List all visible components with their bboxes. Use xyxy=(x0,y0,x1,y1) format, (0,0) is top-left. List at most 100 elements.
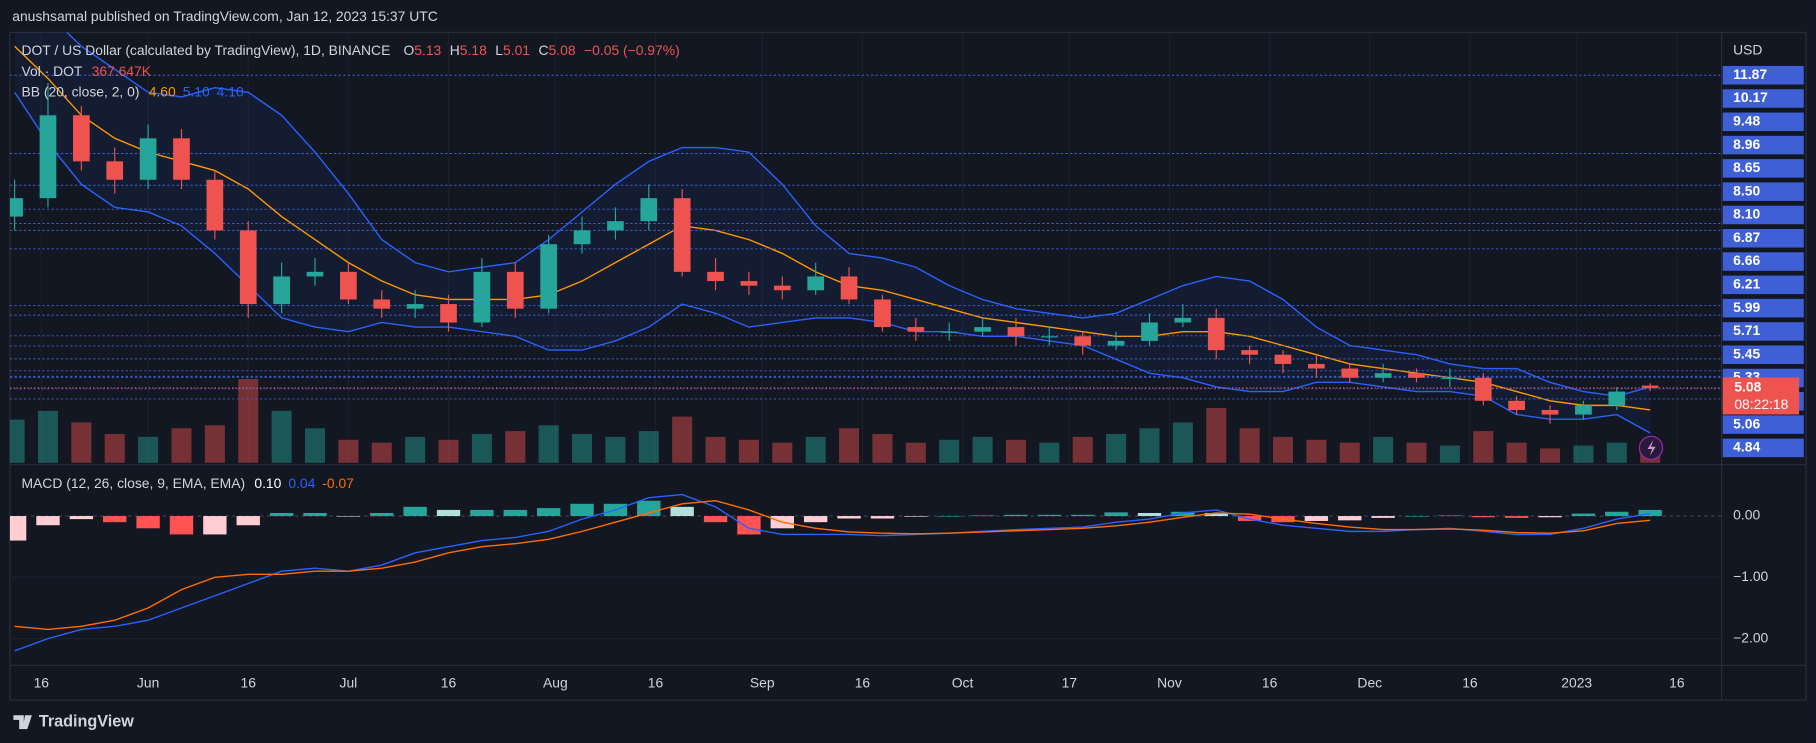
x-tick-label: Sep xyxy=(750,675,775,691)
level-label: 5.71 xyxy=(1733,322,1760,338)
macd-hist-value: 0.10 xyxy=(254,474,281,490)
macd-hist-bar xyxy=(1638,509,1662,517)
volume-bar xyxy=(1473,431,1494,463)
macd-hist-bar xyxy=(570,503,594,517)
macd-hist-bar xyxy=(203,516,227,535)
level-tag xyxy=(1722,438,1804,458)
volume-bar xyxy=(1206,407,1227,463)
candle-body xyxy=(1174,317,1192,323)
volume-bar xyxy=(405,436,426,463)
bb-basis xyxy=(14,45,1651,411)
candle-body xyxy=(73,115,90,162)
brand-logo xyxy=(13,715,32,730)
candle-body xyxy=(1441,377,1459,379)
candle-body xyxy=(1007,327,1025,337)
volume-bar xyxy=(605,436,626,463)
volume-bar xyxy=(1339,442,1360,463)
volume-bar xyxy=(939,439,960,463)
candle-body xyxy=(1074,336,1092,346)
candle-body xyxy=(239,230,257,305)
level-label: 8.96 xyxy=(1733,136,1760,152)
candle-body xyxy=(773,285,791,291)
change: −0.05 (−0.97%) xyxy=(584,42,680,58)
chart-frame xyxy=(9,31,1807,701)
volume-bar xyxy=(705,436,726,463)
macd-hist-bar xyxy=(970,515,995,517)
level-label: 8.65 xyxy=(1733,159,1760,175)
price-pane xyxy=(9,32,1722,463)
volume-bar xyxy=(505,431,526,463)
level-label: 6.21 xyxy=(1733,276,1760,292)
volume-bar xyxy=(872,433,893,463)
macd-hist-bar xyxy=(103,516,127,523)
x-tick-label: 16 xyxy=(1669,675,1685,691)
candle-body xyxy=(39,115,57,199)
ohlc-letter: L xyxy=(495,42,503,58)
level-label: 11.87 xyxy=(1733,66,1767,82)
candle-body xyxy=(907,327,925,332)
volume-bar xyxy=(104,433,125,463)
macd-hist-bar xyxy=(1371,516,1395,518)
macd-hist-bar xyxy=(269,512,294,517)
brand: TradingView xyxy=(39,712,134,730)
candle-body xyxy=(840,276,858,300)
volume-bar xyxy=(371,442,392,463)
level-label: 8.10 xyxy=(1733,206,1760,222)
level-tag xyxy=(1722,205,1804,225)
level-label: 5.99 xyxy=(1733,299,1760,315)
candle-body xyxy=(740,281,758,286)
y-tick-label: −2.00 xyxy=(1733,629,1768,645)
x-tick-label: 16 xyxy=(1462,675,1478,691)
volume-bar xyxy=(1239,428,1260,463)
candle-body xyxy=(9,198,23,217)
volume-bar xyxy=(471,433,492,463)
macd-hist-bar xyxy=(1605,511,1629,517)
macd-hist-bar xyxy=(169,516,194,535)
macd-legend: MACD (12, 26, close, 9, EMA, EMA) 0.10 0.0… xyxy=(21,474,354,490)
alert-bolt xyxy=(1647,439,1656,456)
candle-body xyxy=(1608,391,1626,406)
macd-hist-bar xyxy=(1338,516,1362,521)
macd-hist-bar xyxy=(1204,512,1228,517)
candle-body xyxy=(1341,368,1359,378)
candle-body xyxy=(173,138,190,180)
level-label: 8.50 xyxy=(1733,182,1760,198)
volume-bar xyxy=(1005,439,1026,463)
ohlc-letter: O xyxy=(403,42,414,58)
volume-bar xyxy=(1139,428,1160,463)
candle-body xyxy=(1541,409,1559,415)
candle-body xyxy=(1107,340,1125,346)
level-tag xyxy=(1722,112,1804,132)
macd-hist-bar xyxy=(9,516,27,541)
volume-bar xyxy=(304,428,326,463)
level-label: 6.87 xyxy=(1733,229,1760,245)
macd-hist-bar xyxy=(69,516,94,520)
level-label: 6.66 xyxy=(1733,252,1760,268)
x-tick-label: Dec xyxy=(1357,675,1382,691)
macd-hist-bar xyxy=(1538,516,1562,518)
level-tag xyxy=(1722,89,1804,108)
volume-bar xyxy=(438,439,459,463)
bb-lower-value: 4.10 xyxy=(217,83,244,99)
macd-hist-bar xyxy=(1137,512,1162,517)
macd-hist-bar xyxy=(436,509,461,517)
x-tick-label: Aug xyxy=(543,675,568,691)
bb-basis-value: 4.60 xyxy=(149,83,176,99)
last-price: 5.08 xyxy=(1734,379,1761,395)
volume-bar xyxy=(805,436,826,463)
x-tick-label: 16 xyxy=(855,675,871,691)
symbol: DOT / US Dollar (calculated by TradingVi… xyxy=(21,42,390,58)
x-tick-label: 16 xyxy=(648,675,664,691)
volume-bar xyxy=(1439,445,1460,463)
macd-hist-bar xyxy=(136,516,160,529)
volume-bar xyxy=(905,442,926,463)
candle-body xyxy=(573,230,591,245)
volume-bar xyxy=(1606,442,1627,463)
ohlc-letter: H xyxy=(450,42,460,58)
candle-body xyxy=(406,304,424,309)
candle-body xyxy=(306,271,324,277)
volume-legend: Vol · DOT 367.647K xyxy=(21,62,151,78)
candle-body xyxy=(673,198,691,272)
candle-body xyxy=(340,271,357,300)
